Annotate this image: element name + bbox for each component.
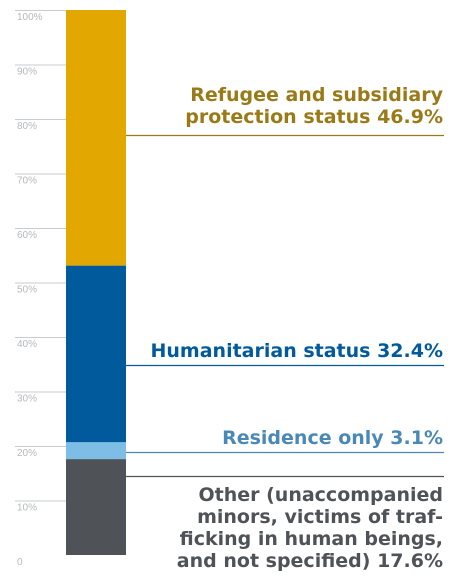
bar-segment	[66, 265, 126, 443]
label-line: Other (unaccompanied	[198, 484, 443, 506]
y-tick-label: 60%	[17, 230, 37, 241]
label-line: Refugee and subsidiary	[190, 84, 443, 106]
bar-segment	[66, 442, 126, 460]
y-tick-label: 70%	[17, 176, 37, 187]
label-refugee-status: Refugee and subsidiary protection status…	[185, 84, 443, 128]
label-line: ficking in human beings,	[179, 528, 443, 550]
label-line: Residence only 3.1%	[222, 427, 443, 449]
y-tick-label: 50%	[17, 285, 37, 296]
y-tick-label: 30%	[17, 394, 37, 405]
label-humanitarian-status: Humanitarian status 32.4%	[151, 340, 444, 362]
label-line: and not specified) 17.6%	[176, 550, 443, 572]
label-leader-lines	[126, 134, 444, 478]
label-line: minors, victims of traf-	[197, 506, 443, 528]
bar-segments	[66, 10, 126, 555]
label-line: protection status 46.9%	[185, 106, 443, 128]
y-tick-label: 0	[17, 557, 23, 568]
label-residence-only: Residence only 3.1%	[222, 427, 443, 449]
y-axis-ticks: 0 10% 20% 30% 40% 50% 60% 70% 80% 90% 100%	[17, 12, 43, 568]
y-tick-label: 10%	[17, 503, 37, 514]
y-tick-label: 40%	[17, 339, 37, 350]
gridlines	[15, 10, 66, 502]
y-tick-label: 20%	[17, 448, 37, 459]
bar-segment	[66, 459, 126, 555]
y-tick-label: 90%	[17, 67, 37, 78]
y-tick-label: 100%	[17, 12, 43, 23]
label-other: Other (unaccompanied minors, victims of …	[177, 484, 443, 572]
bar-segment	[66, 10, 126, 266]
y-tick-label: 80%	[17, 121, 37, 132]
label-line: Humanitarian status 32.4%	[150, 340, 444, 362]
